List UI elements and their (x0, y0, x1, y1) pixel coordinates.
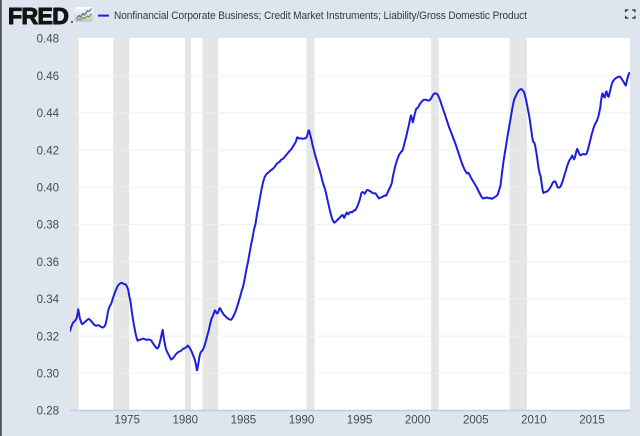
svg-text:1980: 1980 (173, 415, 199, 427)
svg-text:0.48: 0.48 (37, 34, 59, 46)
svg-text:2015: 2015 (579, 415, 605, 427)
svg-text:0.42: 0.42 (37, 145, 59, 157)
svg-text:2005: 2005 (463, 415, 489, 427)
svg-text:2010: 2010 (521, 415, 547, 427)
svg-text:0.34: 0.34 (37, 294, 60, 306)
svg-text:1990: 1990 (289, 415, 315, 427)
svg-text:0.28: 0.28 (37, 406, 59, 418)
svg-text:0.30: 0.30 (37, 369, 59, 381)
svg-text:0.40: 0.40 (37, 183, 59, 195)
svg-text:1995: 1995 (347, 415, 373, 427)
svg-text:2000: 2000 (405, 415, 431, 427)
svg-text:0.46: 0.46 (37, 71, 59, 83)
svg-text:1975: 1975 (114, 415, 140, 427)
svg-text:1985: 1985 (231, 415, 257, 427)
svg-text:0.44: 0.44 (37, 108, 60, 120)
svg-text:0.38: 0.38 (37, 220, 59, 232)
svg-text:0.36: 0.36 (37, 257, 59, 269)
svg-text:0.32: 0.32 (37, 331, 59, 343)
